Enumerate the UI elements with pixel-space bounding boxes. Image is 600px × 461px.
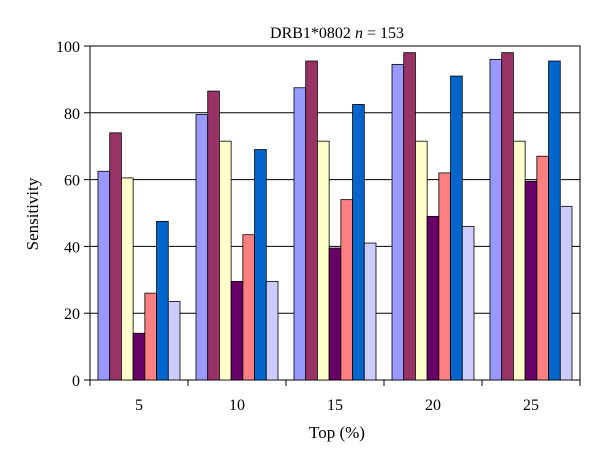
bar-25-series-5 bbox=[536, 155, 549, 381]
y-tick-label-80: 80 bbox=[64, 106, 80, 123]
bar-25-series-6 bbox=[548, 60, 561, 381]
bar-20-series-5 bbox=[438, 172, 451, 381]
x-tick-label-25: 25 bbox=[523, 397, 539, 414]
bar-15-series-7 bbox=[363, 242, 377, 381]
bar-10-series-6 bbox=[254, 149, 267, 381]
bar-20-series-6 bbox=[450, 75, 463, 381]
bar-10-series-7 bbox=[265, 281, 279, 381]
x-tick-label-10: 10 bbox=[229, 397, 245, 414]
chart-title-equation: = 153 bbox=[363, 25, 404, 42]
bar-15-series-4 bbox=[328, 247, 342, 381]
bar-25-series-7 bbox=[559, 205, 573, 381]
y-tick-label-60: 60 bbox=[64, 173, 80, 190]
bar-25-series-3 bbox=[513, 140, 526, 381]
axes bbox=[84, 45, 581, 386]
bar-20-series-2 bbox=[403, 52, 416, 381]
x-tick-label-5: 5 bbox=[135, 397, 143, 414]
bar-25-series-4 bbox=[524, 180, 538, 381]
x-tick-label-20: 20 bbox=[425, 397, 441, 414]
chart-title: DRB1*0802 n = 153 bbox=[270, 25, 404, 42]
bar-15-series-5 bbox=[340, 199, 353, 381]
bar-5-series-3 bbox=[121, 177, 134, 381]
chart-title-main: DRB1*0802 bbox=[270, 25, 351, 42]
y-tick-label-100: 100 bbox=[56, 39, 80, 56]
bar-25-series-1 bbox=[489, 58, 503, 381]
bar-10-series-5 bbox=[242, 234, 255, 381]
bar-10-series-1 bbox=[195, 114, 209, 381]
bar-5-series-7 bbox=[167, 301, 181, 381]
bar-10-series-4 bbox=[230, 281, 244, 381]
bar-10-series-3 bbox=[219, 140, 232, 381]
bar-20-series-7 bbox=[461, 225, 475, 381]
y-tick-label-0: 0 bbox=[72, 373, 80, 390]
x-tick-labels: 5 10 15 20 25 bbox=[135, 397, 539, 414]
bar-15-series-2 bbox=[305, 60, 318, 381]
y-tick-label-40: 40 bbox=[64, 239, 80, 256]
x-axis-title: Top (%) bbox=[309, 423, 365, 442]
bar-5-series-5 bbox=[144, 292, 157, 381]
bar-5-series-4 bbox=[132, 332, 146, 381]
bar-25-series-2 bbox=[501, 52, 514, 381]
bar-15-series-6 bbox=[352, 104, 365, 381]
bar-10-series-2 bbox=[207, 90, 220, 381]
bars bbox=[97, 52, 573, 381]
bar-15-series-3 bbox=[317, 140, 330, 381]
bar-20-series-3 bbox=[415, 140, 428, 381]
bar-5-series-6 bbox=[156, 220, 169, 381]
chart-title-variable: n bbox=[355, 25, 363, 42]
bar-15-series-1 bbox=[293, 87, 307, 381]
bar-20-series-4 bbox=[426, 215, 440, 381]
bar-5-series-2 bbox=[109, 132, 122, 381]
y-axis-title: Sensitivity bbox=[23, 177, 42, 250]
y-tick-labels: 0 20 40 60 80 100 bbox=[56, 39, 80, 390]
x-tick-label-15: 15 bbox=[327, 397, 343, 414]
bar-5-series-1 bbox=[97, 170, 111, 381]
y-tick-label-20: 20 bbox=[64, 306, 80, 323]
bar-20-series-1 bbox=[391, 63, 405, 381]
